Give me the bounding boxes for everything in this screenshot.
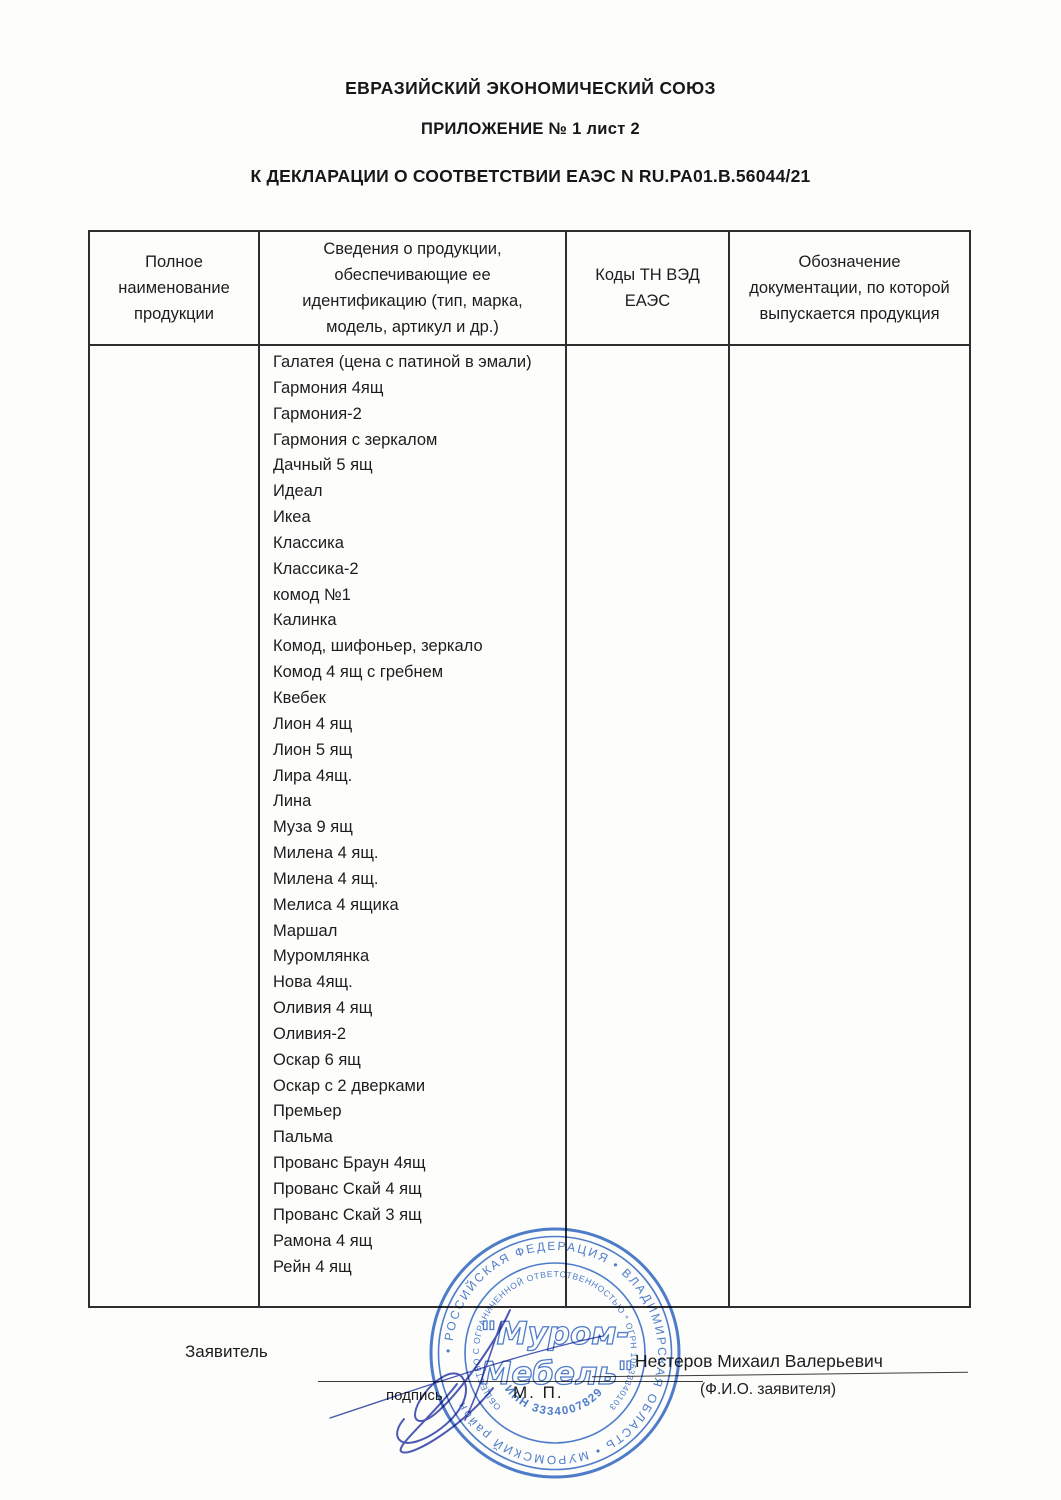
product-item: Прованс Скай 3 ящ — [273, 1205, 422, 1224]
cell-codes-empty — [567, 346, 730, 1306]
signature-caption: подпись — [386, 1387, 443, 1404]
product-item: Рамона 4 ящ — [273, 1231, 373, 1250]
cell-product-name-empty — [90, 346, 260, 1306]
product-item: Идеал — [273, 482, 323, 501]
handwritten-signature — [329, 1309, 604, 1454]
product-item: Оскар с 2 дверками — [273, 1076, 426, 1095]
product-item: Гармония-2 — [273, 404, 362, 423]
product-item: Комод, шифоньер, зеркало — [273, 637, 483, 656]
applicant-label: Заявитель — [185, 1342, 268, 1361]
product-item: Рейн 4 ящ — [273, 1257, 352, 1276]
product-item: Прованс Скай 4 ящ — [273, 1180, 422, 1198]
product-item: Классика — [273, 533, 344, 552]
product-item: Гармония 4ящ — [273, 378, 384, 397]
col-header-documentation: Обозначение документации, по которой вып… — [730, 232, 969, 346]
product-item: Лина — [273, 792, 312, 811]
product-item: Милена 4 ящ. — [273, 869, 379, 888]
product-item: Икеа — [273, 508, 311, 527]
name-caption: (Ф.И.О. заявителя) — [700, 1381, 837, 1398]
applicant-name: Нестеров Михаил Валерьевич — [635, 1351, 883, 1371]
product-item: Прованс Браун 4ящ — [273, 1154, 426, 1173]
product-item: Лион 4 ящ — [273, 714, 353, 733]
appendix-subtitle: ПРИЛОЖЕНИЕ № 1 лист 2 — [421, 120, 640, 138]
declaration-number: К ДЕКЛАРАЦИИ О СООТВЕТСТВИИ ЕАЭС N RU.PA… — [250, 166, 811, 186]
product-item: Квебек — [273, 688, 326, 707]
product-item: комод №1 — [273, 585, 351, 604]
product-item: Нова 4ящ. — [273, 973, 353, 992]
product-item: Оливия 4 ящ — [273, 999, 373, 1018]
product-item: Оскар 6 ящ — [273, 1050, 361, 1069]
page-title: ЕВРАЗИЙСКИЙ ЭКОНОМИЧЕСКИЙ СОЮЗ — [345, 78, 716, 98]
header-text: Обозначение документации, по которой вып… — [749, 253, 950, 323]
product-item: Лира 4ящ. — [273, 766, 353, 785]
signature-line — [318, 1381, 703, 1382]
product-item: Дачный 5 ящ — [273, 456, 373, 475]
product-item: Галатея (цена с патиной в эмали) — [273, 353, 532, 371]
header-text: Полное наименование продукции — [118, 253, 230, 323]
product-item: Пальма — [273, 1128, 333, 1147]
col-header-identification: Сведения о продукции, обеспечивающие ее … — [260, 232, 567, 346]
product-item: Милена 4 ящ. — [273, 844, 379, 863]
product-item: Маршал — [273, 921, 338, 940]
product-item: Муромлянка — [273, 947, 370, 966]
cell-docs-empty — [730, 346, 969, 1306]
products-table: Полное наименование продукции Сведения о… — [88, 230, 971, 1308]
product-item: Мелиса 4 ящика — [273, 895, 399, 914]
product-item: Классика-2 — [273, 559, 359, 578]
product-item: Гармония с зеркалом — [273, 430, 438, 449]
col-header-tnved-codes: Коды ТН ВЭД ЕАЭС — [567, 232, 730, 346]
product-list: Галатея (цена с патиной в эмали) Гармония… — [260, 346, 567, 1306]
header-text: Сведения о продукции, обеспечивающие ее … — [302, 240, 523, 336]
product-item: Калинка — [273, 611, 337, 630]
header-text: Коды ТН ВЭД ЕАЭС — [595, 266, 700, 310]
company-stamp: • РОССИЙСКАЯ ФЕДЕРАЦИЯ • ВЛАДИМИРСКАЯ ОБ… — [414, 1212, 681, 1479]
product-item: Премьер — [273, 1102, 342, 1121]
col-header-product-name: Полное наименование продукции — [90, 232, 260, 346]
product-item: Комод 4 ящ с гребнем — [273, 663, 444, 682]
product-item: Лион 5 ящ — [273, 740, 353, 759]
product-item: Муза 9 ящ — [273, 818, 353, 837]
product-item: Оливия-2 — [273, 1024, 347, 1043]
stamp-place-label: М. П. — [513, 1383, 564, 1402]
